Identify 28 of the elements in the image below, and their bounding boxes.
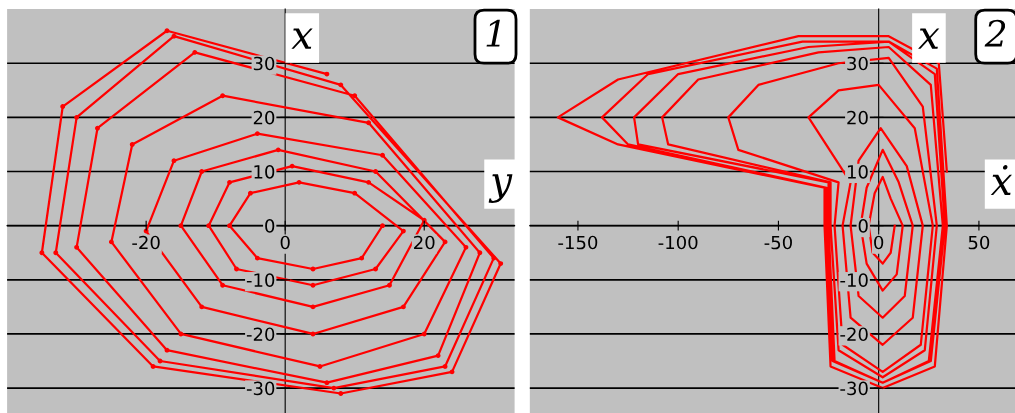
- x-tick-label: 0: [874, 235, 884, 250]
- y-tick-label: -30: [840, 381, 868, 396]
- y-tick-label: 30: [253, 56, 275, 71]
- x-axis-title: y: [488, 174, 513, 203]
- y-tick-label: 20: [253, 110, 275, 125]
- x-axis-title: ẋ: [990, 165, 1013, 195]
- y-tick-label: -30: [246, 381, 275, 396]
- y-axis-title: x: [918, 28, 940, 49]
- x-tick-label: -100: [658, 235, 698, 250]
- y-tick-label: -10: [246, 273, 275, 287]
- y-tick-label: 0: [265, 219, 275, 233]
- x-tick-label: -20: [132, 235, 160, 250]
- y-tick-label: 20: [847, 110, 868, 125]
- x-tick-label: -50: [764, 235, 792, 250]
- y-tick-label: -10: [840, 273, 868, 287]
- y-tick-label: -20: [246, 327, 275, 342]
- x-tick-label: -150: [558, 235, 598, 250]
- y-tick-label: -20: [840, 327, 868, 342]
- x-tick-label: 0: [280, 235, 290, 250]
- y-axis-title: x: [291, 28, 313, 49]
- x-tick-label: 50: [968, 235, 990, 250]
- y-tick-label: 30: [847, 56, 868, 71]
- chart-title: 1: [486, 19, 500, 47]
- chart-title: 2: [984, 19, 1006, 47]
- y-tick-label: 10: [254, 164, 275, 179]
- y-tick-label: 10: [847, 164, 868, 179]
- x-tick-label: 20: [414, 235, 435, 250]
- y-tick-label: 0: [858, 219, 868, 233]
